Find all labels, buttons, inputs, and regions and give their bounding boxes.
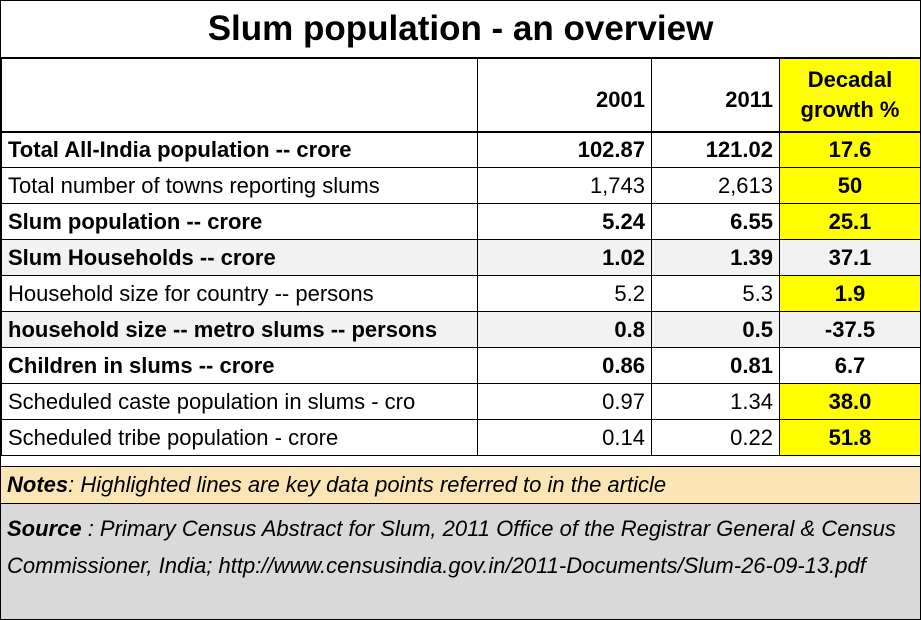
notes-label: Notes [7,472,69,497]
value-2001: 1,743 [477,167,652,204]
row-label: Slum Households -- crore [1,239,478,276]
value-2011: 5.3 [651,275,780,312]
table-row: Scheduled tribe population - crore 0.14 0.… [1,419,921,456]
value-growth: 25.1 [779,203,921,240]
table-row: Children in slums -- crore 0.86 0.81 6.7 [1,347,921,384]
header-growth-line2: growth % [800,96,900,122]
value-growth: 50 [779,167,921,204]
value-growth: 51.8 [779,419,921,456]
value-growth: 17.6 [779,131,921,168]
value-2011: 1.34 [651,383,780,420]
table-row: Slum population -- crore 5.24 6.55 25.1 [1,203,921,240]
value-2001: 0.14 [477,419,652,456]
value-2011: 6.55 [651,203,780,240]
table-row: Total All-India population -- crore 102.8… [1,131,921,168]
value-2001: 0.97 [477,383,652,420]
row-label: Scheduled caste population in slums - cr… [1,383,478,420]
value-2001: 5.24 [477,203,652,240]
header-2011: 2011 [651,58,780,133]
value-growth: 38.0 [779,383,921,420]
row-label: Slum population -- crore [1,203,478,240]
page-title: Slum population - an overview [1,1,920,58]
data-table: 2001 2011 Decadal growth % Total All-Ind… [1,58,921,456]
table-row: Total number of towns reporting slums 1,7… [1,167,921,204]
value-2001: 1.02 [477,239,652,276]
source-bar: Source : Primary Census Abstract for Slu… [1,504,920,619]
notes-bar: Notes : Highlighted lines are key data p… [1,466,920,504]
header-label-cell [1,58,478,133]
value-2001: 0.8 [477,311,652,348]
value-2011: 2,613 [651,167,780,204]
value-2001: 0.86 [477,347,652,384]
source-text: : Primary Census Abstract for Slum, 2011… [7,516,896,578]
value-2001: 5.2 [477,275,652,312]
row-label: Total All-India population -- crore [1,131,478,168]
source-label: Source [7,516,82,541]
header-growth: Decadal growth % [779,58,921,133]
row-label: Total number of towns reporting slums [1,167,478,204]
value-2011: 0.22 [651,419,780,456]
value-growth: 1.9 [779,275,921,312]
row-label: Scheduled tribe population - crore [1,419,478,456]
value-2011: 1.39 [651,239,780,276]
value-2011: 0.5 [651,311,780,348]
value-growth: -37.5 [779,311,921,348]
table-row: Slum Households -- crore 1.02 1.39 37.1 [1,239,921,276]
value-growth: 6.7 [779,347,921,384]
header-growth-line1: Decadal [807,66,893,92]
table-row: Household size for country -- persons 5.2… [1,275,921,312]
row-label: Household size for country -- persons [1,275,478,312]
row-label: household size -- metro slums -- persons [1,311,478,348]
table-row: Scheduled caste population in slums - cr… [1,383,921,420]
value-growth: 37.1 [779,239,921,276]
value-2011: 0.81 [651,347,780,384]
header-2001: 2001 [477,58,652,133]
row-label: Children in slums -- crore [1,347,478,384]
value-2001: 102.87 [477,131,652,168]
table-row: household size -- metro slums -- persons… [1,311,921,348]
value-2011: 121.02 [651,131,780,168]
notes-text: : Highlighted lines are key data points … [68,472,667,497]
header-row: 2001 2011 Decadal growth % [1,58,921,133]
